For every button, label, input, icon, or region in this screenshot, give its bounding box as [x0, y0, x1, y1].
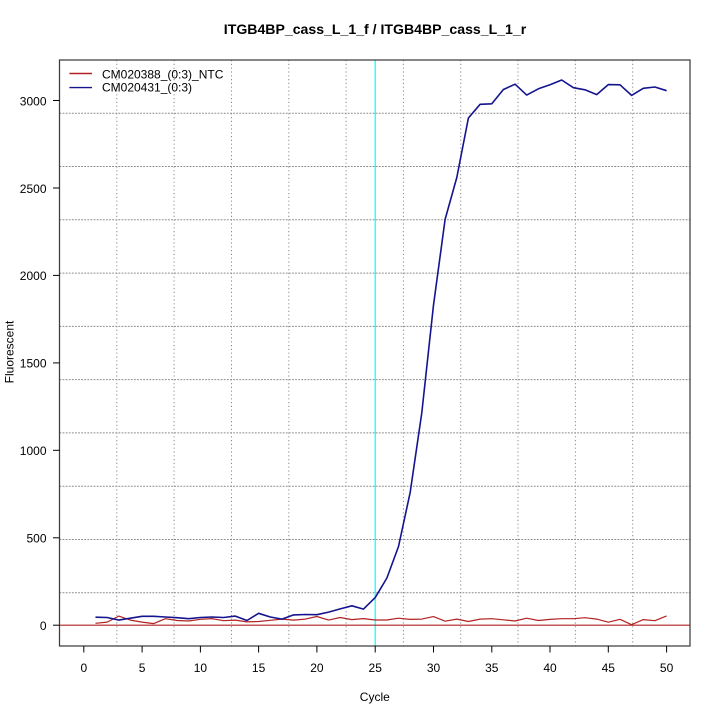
svg-text:0: 0 — [40, 619, 47, 633]
svg-text:3000: 3000 — [20, 94, 47, 108]
svg-text:5: 5 — [139, 661, 146, 675]
svg-text:50: 50 — [660, 661, 674, 675]
svg-text:30: 30 — [427, 661, 441, 675]
svg-text:Fluorescent: Fluorescent — [2, 320, 16, 383]
svg-text:25: 25 — [369, 661, 383, 675]
svg-text:15: 15 — [252, 661, 266, 675]
svg-text:20: 20 — [310, 661, 324, 675]
svg-text:1500: 1500 — [20, 357, 47, 371]
svg-text:35: 35 — [485, 661, 499, 675]
svg-text:1000: 1000 — [20, 444, 47, 458]
svg-text:CM020388_(0:3)_NTC: CM020388_(0:3)_NTC — [102, 68, 224, 82]
svg-text:10: 10 — [194, 661, 208, 675]
svg-text:40: 40 — [543, 661, 557, 675]
svg-text:500: 500 — [26, 532, 46, 546]
svg-text:2000: 2000 — [20, 269, 47, 283]
svg-text:Cycle: Cycle — [360, 690, 390, 704]
svg-text:ITGB4BP_cass_L_1_f / ITGB4BP_c: ITGB4BP_cass_L_1_f / ITGB4BP_cass_L_1_r — [224, 21, 527, 37]
svg-text:45: 45 — [602, 661, 616, 675]
svg-text:0: 0 — [80, 661, 87, 675]
svg-text:2500: 2500 — [20, 182, 47, 196]
svg-text:CM020431_(0:3): CM020431_(0:3) — [102, 81, 192, 95]
